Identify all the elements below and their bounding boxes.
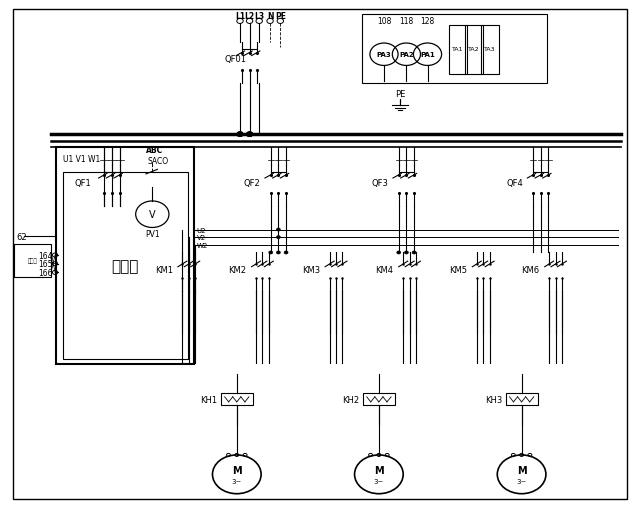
Text: U2: U2 — [196, 227, 206, 233]
Circle shape — [284, 251, 288, 254]
Text: PA3: PA3 — [376, 52, 392, 58]
Text: 3~: 3~ — [232, 478, 242, 484]
Text: V: V — [149, 210, 156, 220]
Text: QF4: QF4 — [506, 179, 523, 188]
Text: KH1: KH1 — [200, 395, 218, 404]
Circle shape — [404, 251, 408, 254]
Circle shape — [276, 229, 280, 232]
Text: M: M — [374, 465, 384, 475]
Text: 165: 165 — [38, 260, 53, 269]
Text: QF3: QF3 — [372, 179, 388, 188]
Text: 3~: 3~ — [516, 478, 527, 484]
Text: 166: 166 — [38, 268, 53, 277]
Circle shape — [237, 132, 243, 137]
Text: 128: 128 — [420, 17, 435, 26]
Text: N: N — [267, 12, 273, 21]
Text: V2: V2 — [196, 235, 205, 241]
Text: TA3: TA3 — [484, 47, 495, 52]
Text: PA1: PA1 — [420, 52, 435, 58]
Bar — [363, 393, 395, 406]
Text: L2: L2 — [244, 12, 255, 21]
Circle shape — [246, 132, 253, 137]
Bar — [362, 15, 547, 84]
Text: KH2: KH2 — [342, 395, 360, 404]
Bar — [56, 148, 194, 364]
Text: ABC: ABC — [146, 146, 163, 155]
Text: KM1: KM1 — [155, 265, 173, 274]
Text: KM3: KM3 — [302, 265, 320, 274]
Circle shape — [276, 236, 280, 239]
Text: QF01: QF01 — [224, 55, 246, 64]
Circle shape — [246, 132, 253, 137]
Circle shape — [237, 132, 243, 137]
Text: PA2: PA2 — [399, 52, 413, 58]
Text: KM4: KM4 — [376, 265, 394, 274]
Text: 压力表: 压力表 — [28, 258, 38, 264]
Circle shape — [269, 251, 273, 254]
Circle shape — [412, 251, 416, 254]
Text: KM5: KM5 — [449, 265, 467, 274]
Circle shape — [397, 251, 401, 254]
Text: KM2: KM2 — [228, 265, 246, 274]
Bar — [506, 393, 538, 406]
Text: QF2: QF2 — [244, 179, 260, 188]
Text: M: M — [232, 465, 242, 475]
Text: L3: L3 — [254, 12, 264, 21]
Bar — [449, 25, 467, 75]
Text: 变频器: 变频器 — [111, 259, 139, 274]
Text: PV1: PV1 — [145, 230, 159, 239]
Bar — [221, 393, 253, 406]
Text: 118: 118 — [399, 17, 413, 26]
Text: PE: PE — [395, 90, 405, 99]
Text: M: M — [516, 465, 527, 475]
Bar — [14, 244, 51, 277]
Bar — [63, 173, 188, 359]
Text: 62: 62 — [16, 232, 27, 241]
Text: KH3: KH3 — [485, 395, 502, 404]
Text: TA1: TA1 — [452, 47, 463, 52]
Bar — [465, 25, 483, 75]
Text: 3~: 3~ — [374, 478, 384, 484]
Text: TA2: TA2 — [468, 47, 479, 52]
Circle shape — [276, 251, 280, 254]
Text: U1 V1 W1: U1 V1 W1 — [63, 154, 100, 163]
Text: 108: 108 — [377, 17, 391, 26]
Text: PE: PE — [275, 12, 286, 21]
Bar — [481, 25, 499, 75]
Text: KM6: KM6 — [522, 265, 540, 274]
Text: L1: L1 — [235, 12, 245, 21]
Text: 164: 164 — [38, 251, 53, 260]
Text: QF1: QF1 — [75, 179, 92, 188]
Text: SACO: SACO — [147, 156, 168, 165]
Text: W2: W2 — [196, 242, 208, 248]
